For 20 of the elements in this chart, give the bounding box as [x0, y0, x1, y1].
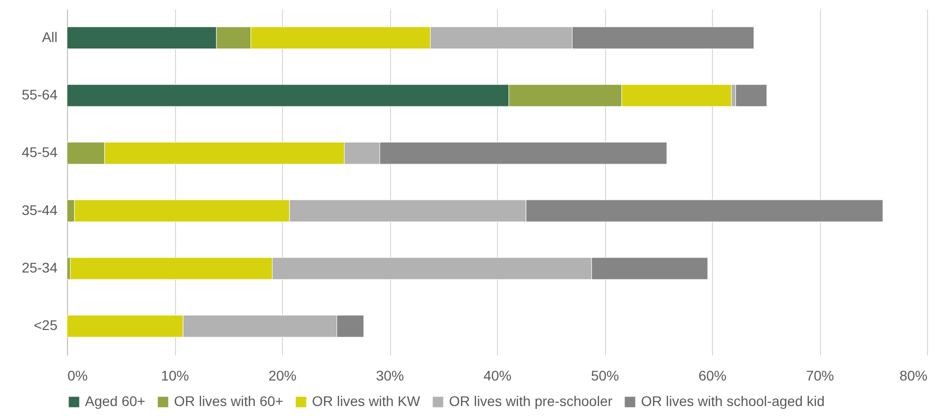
- x-tick-label: 40%: [483, 368, 512, 384]
- y-tick-label: 55-64: [22, 86, 58, 102]
- y-tick-label: <25: [34, 317, 58, 334]
- x-tick-label: 60%: [698, 368, 727, 384]
- legend-label: OR lives with school-aged kid: [641, 393, 825, 409]
- y-tick-label: 25-34: [22, 260, 58, 276]
- x-tick-label: 30%: [376, 368, 404, 384]
- legend-label: Aged 60+: [85, 393, 146, 409]
- y-tick-label: 35-44: [22, 202, 58, 218]
- y-tick-label: 45-54: [22, 144, 58, 160]
- x-tick-label: 70%: [806, 368, 834, 384]
- y-tick-label: All: [42, 28, 58, 45]
- legend-label: OR lives with pre-schooler: [449, 393, 613, 409]
- x-tick-label: 20%: [268, 368, 297, 384]
- x-tick-label: 0%: [68, 368, 88, 384]
- x-tick-label: 50%: [590, 368, 620, 384]
- x-tick-label: 80%: [899, 368, 928, 384]
- x-tick-label: 10%: [160, 368, 190, 384]
- legend-label: OR lives with 60+: [174, 393, 284, 409]
- legend-label: OR lives with KW: [312, 393, 421, 409]
